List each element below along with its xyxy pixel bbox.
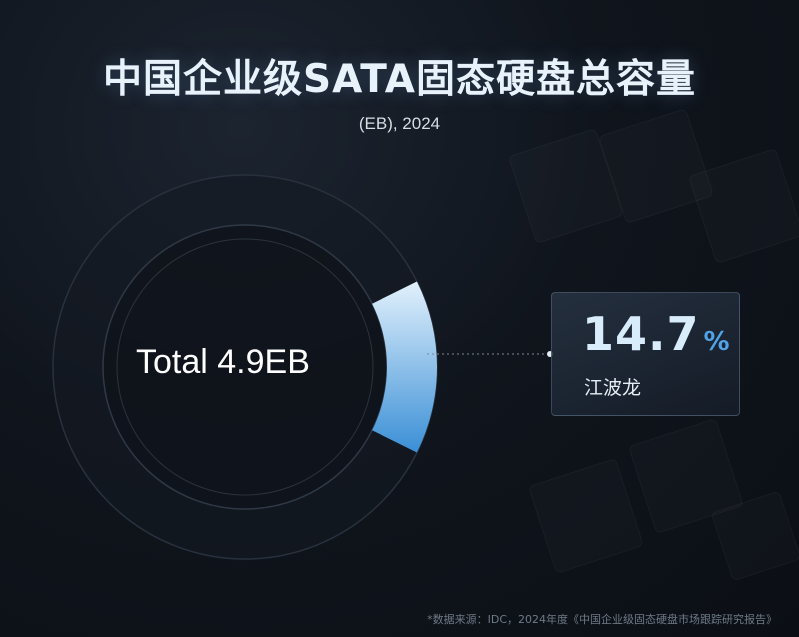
highlight-brand-name: 江波龙	[584, 377, 642, 399]
percentage-value: 14.7	[582, 307, 700, 361]
pie-slice-jiangbolong	[372, 281, 438, 453]
chart-subtitle: (EB), 2024	[358, 114, 441, 133]
percentage-sign: %	[703, 327, 731, 357]
highlight-percentage: 14.7%	[582, 307, 731, 361]
highlight-card: 14.7% 江波龙	[551, 292, 740, 416]
inner-ring	[116, 238, 374, 496]
chart-title: 中国企业级SATA固态硬盘总容量	[102, 57, 696, 102]
data-source-footnote: *数据来源：IDC，2024年度《中国企业级固态硬盘市场跟踪研究报告》	[427, 613, 777, 626]
total-label: Total 4.9EB	[136, 343, 310, 381]
